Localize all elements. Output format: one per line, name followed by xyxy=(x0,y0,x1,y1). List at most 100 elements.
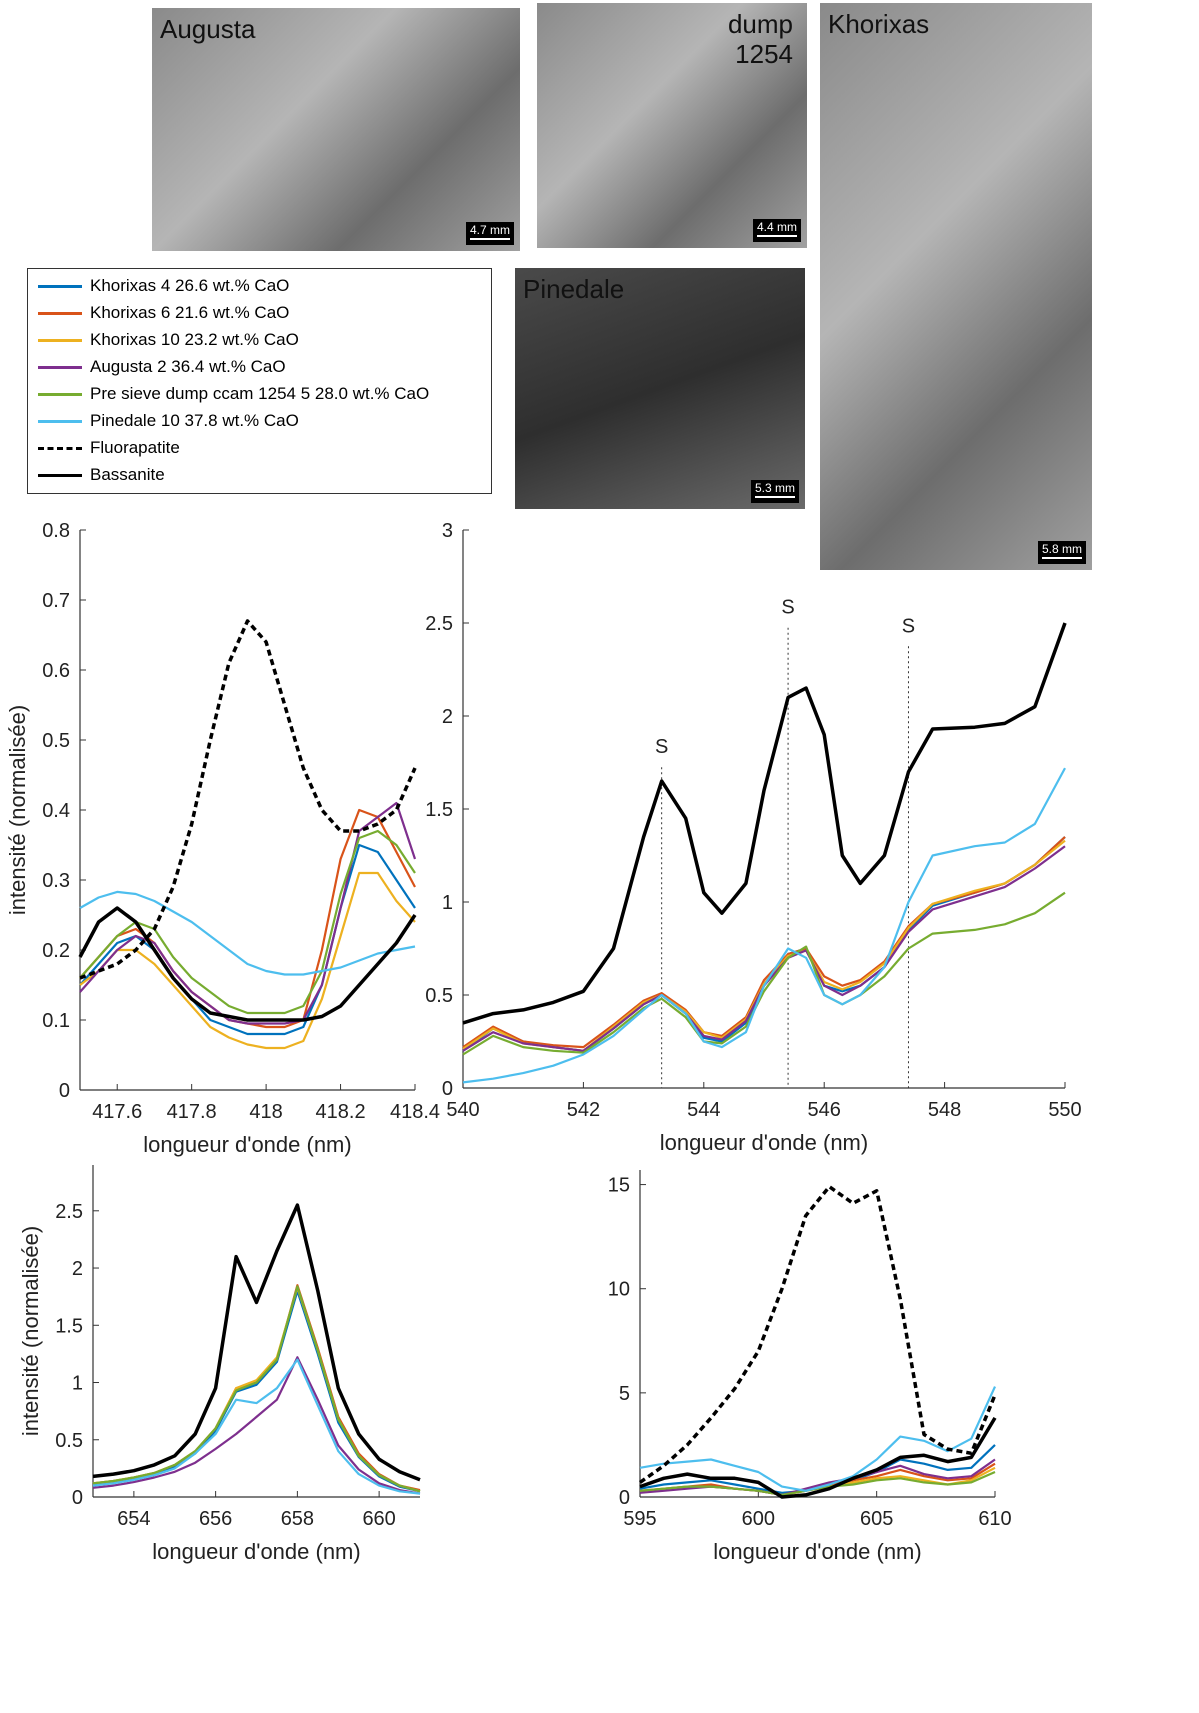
y-tick-label: 15 xyxy=(608,1175,630,1197)
y-tick-label: 0 xyxy=(442,1078,453,1100)
legend-label: Augusta 2 36.4 wt.% CaO xyxy=(90,357,286,376)
legend-swatch xyxy=(38,446,82,450)
y-tick-label: 2 xyxy=(72,1258,83,1280)
x-tick-label: 595 xyxy=(623,1508,656,1530)
legend-label: Pre sieve dump ccam 1254 5 28.0 wt.% CaO xyxy=(90,384,430,403)
scale-bar: 4.4 mm xyxy=(752,219,801,242)
series-line xyxy=(462,767,1066,1084)
x-tick-label: 418 xyxy=(249,1101,282,1123)
series-line xyxy=(92,1356,421,1495)
legend-swatch xyxy=(38,311,82,315)
image-label: Khorixas xyxy=(828,9,930,39)
series-line xyxy=(92,1289,421,1493)
legend-item: Fluorapatite xyxy=(38,435,180,461)
series-line xyxy=(79,801,417,1025)
x-tick-label: 417.8 xyxy=(167,1101,217,1123)
y-tick-label: 3 xyxy=(442,520,453,542)
legend-label: Khorixas 6 21.6 wt.% CaO xyxy=(90,303,290,322)
image-label: dump 1254 xyxy=(727,9,793,69)
y-tick-label: 1 xyxy=(442,892,453,914)
x-axis-label: longueur d'onde (nm) xyxy=(143,1132,351,1157)
y-tick-label: 0.2 xyxy=(42,940,70,962)
y-tick-label: 2 xyxy=(442,706,453,728)
y-tick-label: 0.5 xyxy=(55,1430,83,1452)
khorixas-image: Khorixas 5.8 mm xyxy=(820,3,1092,570)
x-tick-label: 605 xyxy=(860,1508,893,1530)
series-line xyxy=(462,891,1066,1056)
y-tick-label: 0.8 xyxy=(42,520,70,542)
series-line xyxy=(462,622,1067,1025)
series-line xyxy=(92,1358,421,1495)
legend-item: Pinedale 10 37.8 wt.% CaO xyxy=(38,408,299,434)
x-tick-label: 546 xyxy=(808,1099,841,1121)
x-tick-label: 542 xyxy=(567,1099,600,1121)
y-tick-label: 1.5 xyxy=(55,1315,83,1337)
dump-image: dump 1254 4.4 mm xyxy=(537,3,807,248)
y-tick-label: 0.7 xyxy=(42,590,70,612)
y-tick-label: 2.5 xyxy=(425,613,453,635)
series-line xyxy=(78,906,417,1022)
annotation: S xyxy=(781,597,794,619)
scale-bar: 5.3 mm xyxy=(750,480,799,503)
y-axis-label: intensité (normalisée) xyxy=(5,705,30,915)
x-tick-label: 660 xyxy=(362,1508,395,1530)
series-line xyxy=(462,845,1066,1052)
legend-item: Khorixas 4 26.6 wt.% CaO xyxy=(38,273,289,299)
y-tick-label: 0.4 xyxy=(42,800,70,822)
y-tick-label: 0 xyxy=(59,1080,70,1102)
series-line xyxy=(92,1286,421,1493)
legend-item: Pre sieve dump ccam 1254 5 28.0 wt.% CaO xyxy=(38,381,429,407)
x-tick-label: 656 xyxy=(199,1508,232,1530)
x-tick-label: 610 xyxy=(978,1508,1011,1530)
series-line xyxy=(79,829,416,1015)
series-line xyxy=(639,1386,997,1492)
legend-swatch xyxy=(38,392,82,396)
scale-bar: 5.8 mm xyxy=(1037,541,1086,564)
annotation: S xyxy=(655,736,668,758)
legend-swatch xyxy=(38,338,82,342)
legend: Khorixas 4 26.6 wt.% CaO Khorixas 6 21.6 … xyxy=(27,268,492,494)
x-axis-label: longueur d'onde (nm) xyxy=(713,1539,921,1564)
x-tick-label: 600 xyxy=(742,1508,775,1530)
x-tick-label: 417.6 xyxy=(92,1101,142,1123)
y-tick-label: 0.5 xyxy=(425,985,453,1007)
series-line xyxy=(92,1285,421,1493)
x-tick-label: 418.4 xyxy=(390,1101,440,1123)
series-line xyxy=(92,1203,421,1482)
legend-label: Fluorapatite xyxy=(90,438,180,457)
x-tick-label: 418.2 xyxy=(316,1101,366,1123)
y-tick-label: 1.5 xyxy=(425,799,453,821)
x-tick-label: 550 xyxy=(1048,1099,1081,1121)
pinedale-image: Pinedale 5.3 mm xyxy=(515,268,805,509)
y-tick-label: 0 xyxy=(619,1487,630,1509)
y-tick-label: 0.1 xyxy=(42,1010,70,1032)
y-tick-label: 10 xyxy=(608,1279,630,1301)
legend-label: Pinedale 10 37.8 wt.% CaO xyxy=(90,411,299,430)
x-tick-label: 658 xyxy=(281,1508,314,1530)
y-axis-label: intensité (normalisée) xyxy=(18,1226,43,1436)
scale-bar: 4.7 mm xyxy=(465,222,514,245)
x-tick-label: 654 xyxy=(117,1508,150,1530)
legend-swatch xyxy=(38,365,82,369)
series-line xyxy=(639,1416,997,1499)
series-line xyxy=(462,836,1066,1052)
annotation: S xyxy=(902,615,915,637)
legend-swatch xyxy=(38,473,82,477)
y-tick-label: 5 xyxy=(619,1383,630,1405)
x-tick-label: 548 xyxy=(928,1099,961,1121)
legend-swatch xyxy=(38,284,82,288)
series-line xyxy=(79,890,416,976)
series-line xyxy=(638,1184,997,1484)
augusta-image: Augusta 4.7 mm xyxy=(152,8,520,251)
y-tick-label: 1 xyxy=(72,1373,83,1395)
y-tick-label: 2.5 xyxy=(55,1201,83,1223)
legend-item: Augusta 2 36.4 wt.% CaO xyxy=(38,354,286,380)
y-tick-label: 0.5 xyxy=(42,730,70,752)
series-line xyxy=(462,839,1066,1052)
x-tick-label: 540 xyxy=(446,1099,479,1121)
legend-item: Khorixas 6 21.6 wt.% CaO xyxy=(38,300,289,326)
legend-label: Khorixas 10 23.2 wt.% CaO xyxy=(90,330,299,349)
series-line xyxy=(79,619,417,980)
